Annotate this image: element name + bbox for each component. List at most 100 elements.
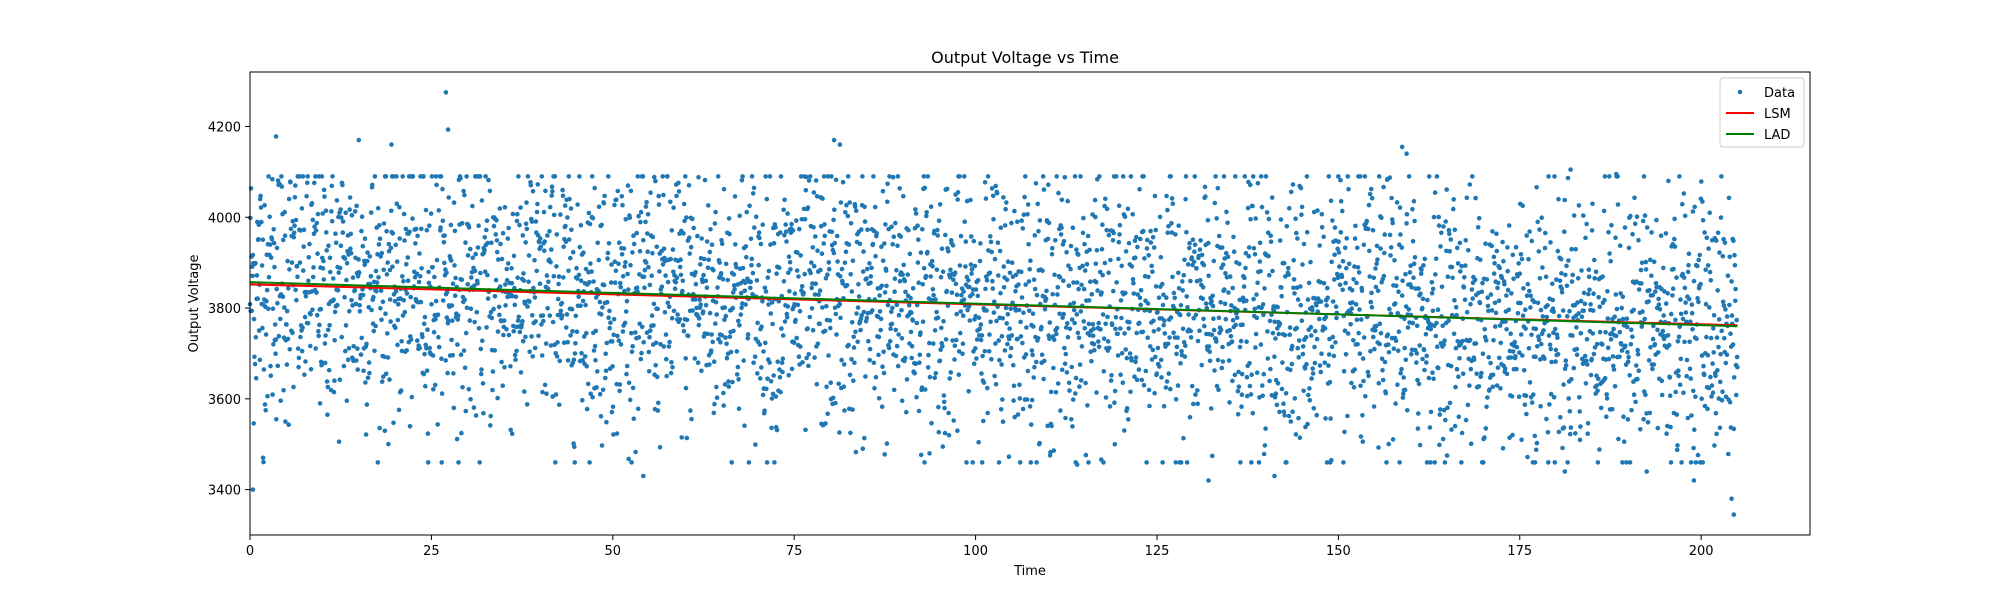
data-point <box>1617 354 1622 360</box>
data-point <box>1007 270 1013 276</box>
data-point <box>1454 366 1460 372</box>
data-point <box>857 241 863 247</box>
data-point <box>381 221 387 226</box>
data-point <box>1108 257 1113 263</box>
data-point <box>331 389 337 395</box>
data-point <box>1618 291 1623 296</box>
data-point <box>984 308 989 313</box>
data-point <box>365 250 370 255</box>
data-point <box>268 255 274 260</box>
data-point <box>973 287 979 292</box>
data-point <box>597 391 603 397</box>
data-point <box>1096 320 1101 326</box>
data-point <box>321 258 326 264</box>
data-point <box>1314 412 1319 418</box>
data-point <box>1021 212 1027 217</box>
data-point <box>482 269 488 275</box>
data-point <box>663 332 669 337</box>
data-point <box>1642 213 1648 218</box>
data-point <box>366 360 372 365</box>
data-point <box>313 228 319 233</box>
data-point <box>654 374 660 380</box>
data-point <box>805 205 811 210</box>
data-point <box>1086 460 1091 465</box>
data-point <box>497 312 502 318</box>
data-point <box>1021 310 1026 316</box>
data-point <box>1707 269 1713 275</box>
data-point <box>1716 344 1721 350</box>
data-point <box>1077 362 1083 367</box>
data-point <box>496 257 501 262</box>
data-point <box>1354 280 1359 286</box>
data-point <box>1272 394 1278 400</box>
data-point <box>966 389 971 394</box>
data-point <box>409 394 415 400</box>
data-point <box>626 380 632 386</box>
data-point <box>963 264 968 269</box>
data-point <box>478 346 484 352</box>
data-point <box>990 193 996 199</box>
data-point <box>1278 217 1284 222</box>
data-point <box>1120 380 1126 386</box>
data-point <box>1250 174 1256 179</box>
data-point <box>478 371 484 377</box>
data-point <box>477 174 483 179</box>
data-point <box>993 183 998 189</box>
data-point <box>1402 316 1407 322</box>
data-point <box>988 319 993 325</box>
data-point <box>1422 256 1428 262</box>
data-point <box>1569 246 1574 252</box>
data-point <box>996 460 1002 465</box>
data-point <box>949 290 955 295</box>
data-point <box>1724 314 1730 319</box>
data-point <box>1527 288 1532 294</box>
data-point <box>1689 302 1695 307</box>
data-point <box>1403 357 1409 363</box>
data-point <box>1274 402 1280 408</box>
data-point <box>381 374 386 379</box>
data-point <box>301 244 307 249</box>
data-point <box>932 328 938 333</box>
data-point <box>1015 336 1020 342</box>
data-point <box>554 354 560 359</box>
data-point <box>1059 225 1064 231</box>
data-point <box>1395 348 1401 354</box>
data-point <box>1519 437 1524 443</box>
data-point <box>1551 330 1556 336</box>
data-point <box>940 344 945 349</box>
data-point <box>375 460 381 465</box>
data-point <box>518 370 524 375</box>
data-point <box>1330 218 1335 223</box>
data-point <box>438 225 443 230</box>
data-point <box>272 264 277 270</box>
data-point <box>711 268 716 273</box>
data-point <box>1222 287 1227 292</box>
data-point <box>1555 351 1561 357</box>
data-point <box>395 317 401 323</box>
data-point <box>1691 478 1697 483</box>
data-point <box>1483 426 1489 431</box>
data-point <box>1516 261 1521 266</box>
x-tick-label: 200 <box>1689 544 1714 559</box>
data-point <box>1076 286 1081 292</box>
data-point <box>1715 288 1720 293</box>
data-point <box>920 282 925 287</box>
data-point <box>1541 328 1546 333</box>
data-point <box>1118 372 1123 378</box>
data-point <box>709 332 714 337</box>
data-point <box>1338 199 1344 204</box>
data-point <box>1366 373 1371 379</box>
data-point <box>443 358 449 363</box>
data-point <box>721 403 726 408</box>
data-point <box>695 360 701 366</box>
data-point <box>441 240 447 245</box>
data-point <box>545 233 550 238</box>
data-point <box>1642 316 1647 322</box>
data-point <box>1284 460 1289 465</box>
data-point <box>636 213 641 219</box>
data-point <box>720 277 726 282</box>
data-point <box>683 356 688 361</box>
data-point <box>870 241 876 247</box>
data-point <box>1411 261 1417 267</box>
data-point <box>1583 235 1588 241</box>
